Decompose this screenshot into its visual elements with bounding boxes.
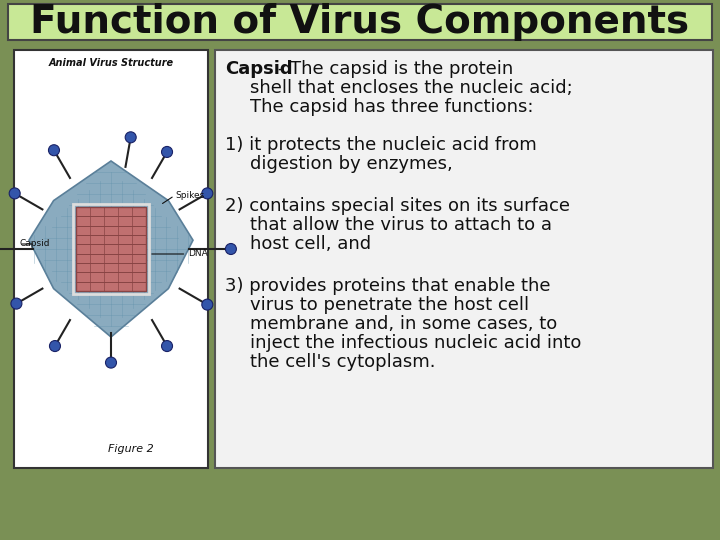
Text: - The capsid is the protein: - The capsid is the protein [272,60,513,78]
Circle shape [161,146,173,158]
Text: 3) provides proteins that enable the: 3) provides proteins that enable the [225,276,551,295]
FancyBboxPatch shape [8,4,712,40]
Text: 2) contains special sites on its surface: 2) contains special sites on its surface [225,197,570,215]
Text: Figure 2: Figure 2 [108,444,154,454]
Circle shape [125,132,136,143]
FancyBboxPatch shape [215,50,713,468]
Circle shape [50,341,60,352]
Circle shape [48,145,60,156]
Text: inject the infectious nucleic acid into: inject the infectious nucleic acid into [250,334,581,352]
Text: the cell's cytoplasm.: the cell's cytoplasm. [250,353,436,370]
Text: host cell, and: host cell, and [250,235,371,253]
Circle shape [202,188,213,199]
Text: Capsid: Capsid [20,240,50,248]
Text: that allow the virus to attach to a: that allow the virus to attach to a [250,216,552,234]
FancyBboxPatch shape [76,207,146,291]
Text: Capsid: Capsid [225,60,292,78]
Text: shell that encloses the nucleic acid;: shell that encloses the nucleic acid; [250,79,572,97]
Text: DNA: DNA [189,249,208,259]
FancyBboxPatch shape [14,50,208,468]
Text: Spikes: Spikes [176,191,204,200]
Text: virus to penetrate the host cell: virus to penetrate the host cell [250,295,529,314]
Text: The capsid has three functions:: The capsid has three functions: [250,98,534,116]
Text: digestion by enzymes,: digestion by enzymes, [250,155,453,173]
Text: membrane and, in some cases, to: membrane and, in some cases, to [250,315,557,333]
Circle shape [106,357,117,368]
Circle shape [202,299,213,310]
Circle shape [9,188,20,199]
Text: Animal Virus Structure: Animal Virus Structure [48,58,174,68]
Polygon shape [29,161,193,337]
Circle shape [161,341,173,352]
Circle shape [11,298,22,309]
Text: 1) it protects the nucleic acid from: 1) it protects the nucleic acid from [225,136,536,154]
Circle shape [225,244,236,254]
Text: Function of Virus Components: Function of Virus Components [30,3,690,41]
